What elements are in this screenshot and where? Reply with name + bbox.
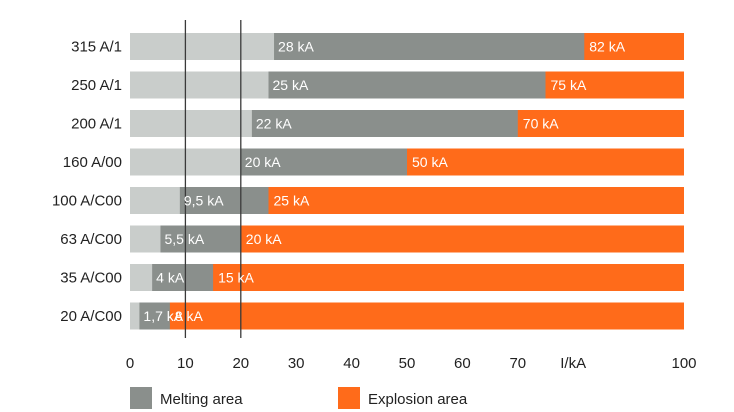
explosion-bar xyxy=(407,148,684,176)
melting-value-label: 28 kA xyxy=(278,39,314,55)
melting-value-label: 5,5 kA xyxy=(164,231,204,247)
explosion-bar xyxy=(584,33,684,60)
legend-swatch xyxy=(130,387,152,409)
explosion-bar xyxy=(213,264,684,291)
explosion-value-label: 8 kA xyxy=(175,308,204,324)
explosion-value-label: 75 kA xyxy=(551,77,587,93)
category-label: 100 A/C00 xyxy=(52,193,122,210)
category-label: 200 A/1 xyxy=(71,116,122,133)
explosion-value-label: 70 kA xyxy=(523,116,559,132)
x-tick-label: 0 xyxy=(126,355,134,372)
x-tick-label: 10 xyxy=(177,355,194,372)
category-label: 160 A/00 xyxy=(63,154,122,171)
x-tick-label: 100 xyxy=(671,355,696,372)
legend-swatch xyxy=(338,387,360,409)
explosion-value-label: 20 kA xyxy=(246,231,282,247)
explosion-bar xyxy=(268,187,684,214)
grid-layer xyxy=(184,20,242,338)
explosion-bar xyxy=(240,225,685,253)
explosion-value-label: 15 kA xyxy=(218,270,254,286)
melting-value-label: 25 kA xyxy=(273,77,309,93)
explosion-value-label: 82 kA xyxy=(589,39,625,55)
category-label: 35 A/C00 xyxy=(60,270,122,287)
legend: Melting area Explosion area xyxy=(130,387,468,409)
explosion-value-label: 25 kA xyxy=(274,193,310,209)
x-tick-label: 70 xyxy=(509,355,526,372)
category-label: 20 A/C00 xyxy=(60,308,122,325)
category-label: 63 A/C00 xyxy=(60,231,122,248)
category-labels: 315 A/1 28 kA 82 kA 250 A/1 25 kA 75 kA 200 A/… xyxy=(52,39,626,326)
legend-label: Melting area xyxy=(160,391,243,408)
x-tick-label: 40 xyxy=(343,355,360,372)
legend-label: Explosion area xyxy=(368,391,468,408)
x-tick-label: 60 xyxy=(454,355,471,372)
category-label: 250 A/1 xyxy=(71,77,122,94)
melting-value-label: 20 kA xyxy=(245,154,281,170)
x-tick-label: 30 xyxy=(288,355,305,372)
melting-value-label: 1,7 kA xyxy=(143,308,183,324)
melting-value-label: 9,5 kA xyxy=(184,193,224,209)
x-tick-label: 20 xyxy=(232,355,249,372)
explosion-value-label: 50 kA xyxy=(412,154,448,170)
bars-layer xyxy=(130,33,685,330)
category-label: 315 A/1 xyxy=(71,39,122,56)
x-tick-label: I/kA xyxy=(560,355,586,372)
x-axis-ticks: 0 10 20 30 40 50 60 70 I/kA 100 xyxy=(126,355,697,372)
melting-value-label: 4 kA xyxy=(156,270,185,286)
explosion-bar xyxy=(517,110,684,137)
x-tick-label: 50 xyxy=(399,355,416,372)
melting-value-label: 22 kA xyxy=(256,116,292,132)
explosion-bar xyxy=(545,71,684,99)
explosion-bar xyxy=(169,302,684,330)
